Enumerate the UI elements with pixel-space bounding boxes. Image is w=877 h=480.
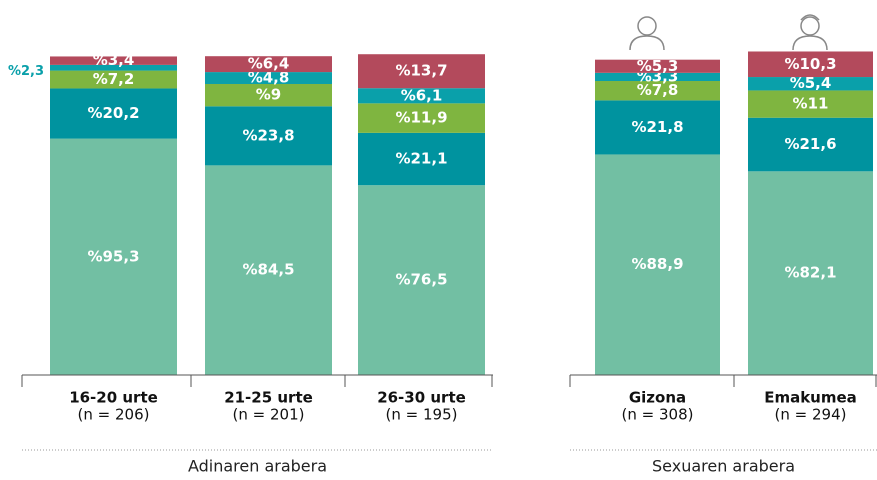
value-label: %10,3 [784,55,836,73]
category-note: (n = 294) [775,406,847,424]
bar-segment [748,90,873,118]
man-icon-body [629,35,665,51]
value-label: %21,8 [631,118,683,136]
value-label: %21,1 [395,150,447,168]
bar-segment [748,117,873,172]
value-label: %2,3 [8,64,44,79]
category-label: Emakumea [764,389,857,407]
value-label: %7,8 [637,81,679,99]
value-label: %11 [793,95,829,113]
value-label: %6,1 [401,86,443,104]
value-label: %13,7 [395,62,447,80]
bar-segment [358,54,485,89]
bar-segment [358,185,485,375]
woman-icon-hair [800,14,820,21]
bar-segment [205,106,332,166]
bar-segment [595,59,720,73]
value-label: %9 [256,86,281,104]
category-note: (n = 206) [78,406,150,424]
group-label: Adinaren arabera [188,457,327,476]
person-icons [629,14,828,51]
value-label: %84,5 [242,261,294,279]
bar-segment [595,72,720,82]
bar-segment [50,56,177,65]
bar-segment [50,88,177,139]
group-label: Sexuaren arabera [652,457,795,476]
value-label: %76,5 [395,271,447,289]
bar-segment [205,165,332,375]
bar-segment [595,154,720,375]
bar-segment [748,77,873,91]
category-label: 16-20 urte [69,389,158,407]
value-label: %5,4 [790,74,832,92]
category-note: (n = 201) [233,406,305,424]
value-label: %3,4 [93,51,135,69]
bar-segment [358,103,485,133]
category-label: 26-30 urte [377,389,466,407]
bar-segment [748,51,873,78]
value-label: %5,3 [637,57,679,75]
bar-segment [748,171,873,375]
bar-segment [205,72,332,84]
bar-segment [50,138,177,375]
bar-segment [205,83,332,107]
woman-icon-body [792,35,828,51]
value-label: %23,8 [242,126,294,144]
bar-segment [205,56,332,73]
bar-segment [50,70,177,89]
man-icon-head [637,16,657,36]
category-note: (n = 308) [622,406,694,424]
bar-segment [358,132,485,186]
category-note: (n = 195) [386,406,458,424]
bar-segment [358,88,485,104]
value-label: %11,9 [395,109,447,127]
value-label: %7,2 [93,70,135,88]
value-label: %21,6 [784,135,836,153]
value-label: %6,4 [248,55,290,73]
bar-segment [595,81,720,101]
category-label: Gizona [629,389,686,407]
value-label: %4,8 [248,69,290,87]
bar-segment [50,64,177,71]
value-label: %88,9 [631,255,683,273]
value-label: %95,3 [87,247,139,265]
value-label: %20,2 [87,104,139,122]
woman-icon-head [800,16,820,36]
category-label: 21-25 urte [224,389,313,407]
bar-segment [595,100,720,155]
value-label: %82,1 [784,264,836,282]
